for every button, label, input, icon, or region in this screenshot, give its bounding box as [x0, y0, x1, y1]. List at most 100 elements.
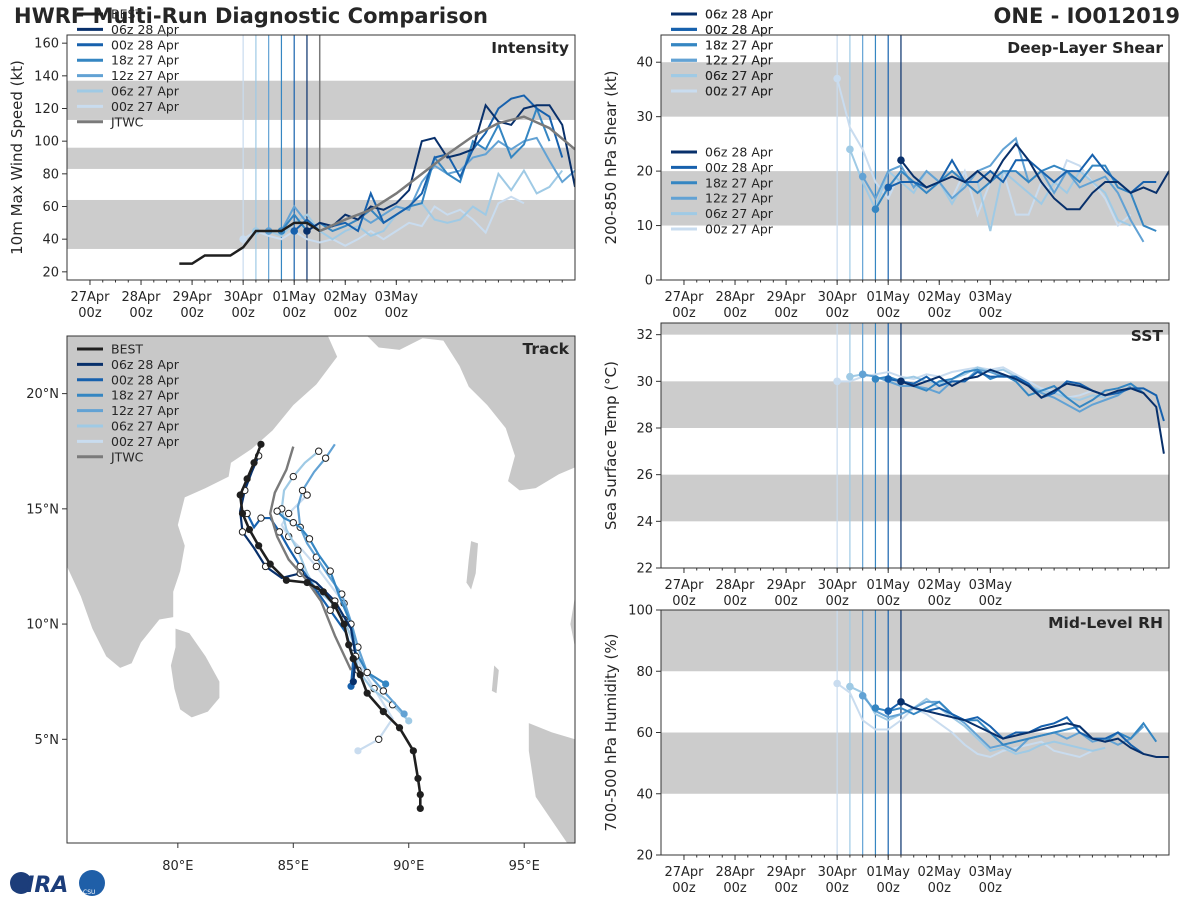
shear-series-line	[848, 148, 1132, 232]
sumatra-landmass	[528, 723, 575, 843]
shear-xtick-hour: 00z	[774, 306, 798, 321]
track-ytick-label: 20°N	[26, 387, 59, 402]
rh-xtick-day: 01May	[866, 865, 910, 880]
intensity-xtick-day: 28Apr	[122, 290, 162, 305]
sst-xtick-hour: 00z	[774, 594, 798, 609]
shear-xtick-day: 27Apr	[664, 290, 704, 305]
rh-xtick-hour: 00z	[877, 881, 901, 896]
track-forecast-point	[294, 546, 302, 555]
track-panel-title: Track	[523, 340, 570, 358]
cira-logo: CIRA CSU	[6, 868, 106, 898]
rh-ylabel: 700-500 hPa Humidity (%)	[602, 633, 620, 831]
track-ytick-label: 15°N	[26, 502, 59, 517]
rh-ytick-label: 40	[636, 787, 653, 802]
rh-series-start-point	[884, 707, 892, 715]
storm-id: ONE - IO012019	[993, 4, 1180, 28]
sst-xtick-day: 27Apr	[664, 578, 704, 593]
intensity-xtick-hour: 00z	[180, 306, 204, 321]
rh-ytick-label: 20	[636, 849, 653, 864]
sst-series-start-point	[884, 375, 892, 383]
best-track-point	[303, 578, 311, 587]
shear-band	[661, 62, 1169, 117]
shear-xtick-hour: 00z	[979, 306, 1003, 321]
shear-xtick-hour: 00z	[877, 306, 901, 321]
rh-xtick-hour: 00z	[672, 881, 696, 896]
best-track-point	[414, 774, 422, 783]
shear-xtick-hour: 00z	[825, 306, 849, 321]
intensity-ytick-label: 80	[42, 167, 59, 182]
shear-panel-title: Deep-Layer Shear	[1007, 39, 1163, 57]
sst-xtick-day: 29Apr	[767, 578, 807, 593]
sst-ylabel: Sea Surface Temp (°C)	[602, 361, 620, 530]
track-forecast-line	[280, 494, 394, 752]
rh-series-start-point	[871, 704, 880, 712]
track-xtick-label: 80°E	[162, 859, 193, 874]
track-legend-label: 18z 27 Apr	[111, 388, 180, 403]
rh-xtick-hour: 00z	[979, 881, 1003, 896]
jtwc-track-line	[268, 446, 353, 671]
sri-lanka-landmass	[170, 628, 220, 718]
sst-legend-label: 18z 27 Apr	[705, 37, 774, 52]
shear-ytick-label: 10	[636, 219, 653, 234]
malay-peninsula	[570, 596, 575, 648]
shear-ytick-label: 30	[636, 110, 653, 125]
rh-xtick-day: 27Apr	[664, 865, 704, 880]
sst-series-start-point	[897, 377, 905, 386]
intensity-legend-label: 06z 27 Apr	[111, 84, 180, 99]
sst-ytick-label: 28	[636, 422, 653, 437]
intensity-legend-label: JTWC	[110, 114, 144, 129]
shear-xtick-hour: 00z	[928, 306, 952, 321]
track-ytick-label: 5°N	[35, 733, 60, 748]
intensity-series-start-point	[239, 235, 247, 243]
rh-ytick-label: 60	[636, 726, 653, 741]
best-track-point	[250, 459, 258, 467]
intensity-xtick-day: 29Apr	[173, 290, 213, 305]
sst-legend-label: 00z 28 Apr	[705, 22, 774, 37]
intensity-series-start-point	[303, 227, 311, 235]
track-forecast-line	[280, 450, 410, 722]
rh-legend-label: 00z 28 Apr	[705, 160, 774, 175]
sst-xtick-day: 03May	[969, 578, 1013, 593]
shear-legend-label: 00z 28 Apr	[705, 22, 774, 37]
rh-xtick-day: 02May	[918, 865, 962, 880]
best-track-point	[340, 620, 348, 628]
rh-xtick-hour: 00z	[928, 881, 952, 896]
best-track-point	[409, 747, 417, 755]
best-track-point	[331, 602, 339, 610]
rh-panel-title: Mid-Level RH	[1048, 614, 1163, 632]
rh-legend-label: 18z 27 Apr	[705, 175, 774, 190]
best-track-point	[345, 641, 353, 649]
track-forecast-point	[314, 447, 323, 455]
intensity-xtick-day: 27Apr	[70, 290, 110, 305]
track-legend-label: 12z 27 Apr	[111, 403, 180, 418]
intensity-legend-label: 00z 28 Apr	[111, 37, 180, 52]
track-forecast-point	[289, 472, 297, 481]
sst-ytick-label: 32	[636, 328, 653, 343]
track-plot-area	[67, 336, 575, 843]
track-forecast-start	[382, 680, 390, 688]
shear-series-start-point	[884, 183, 892, 192]
intensity-xtick-day: 03May	[375, 290, 419, 305]
india-landmass	[67, 336, 338, 668]
jtwc-forecast-line	[319, 115, 575, 233]
best-track-point	[356, 671, 364, 679]
intensity-xtick-hour: 00z	[334, 306, 358, 321]
shear-xtick-day: 28Apr	[716, 290, 756, 305]
intensity-legend-label: 06z 28 Apr	[111, 22, 180, 37]
andaman-islands	[466, 541, 479, 590]
rh-series-start-point	[846, 682, 854, 691]
shear-xtick-hour: 00z	[723, 306, 747, 321]
rh-legend-label: 06z 28 Apr	[705, 145, 774, 160]
track-forecast-point	[273, 507, 281, 515]
intensity-plot-area	[67, 35, 575, 280]
rh-xtick-day: 28Apr	[716, 865, 756, 880]
sst-xtick-hour: 00z	[723, 594, 747, 609]
track-forecast-start	[354, 747, 362, 755]
sst-legend-label: 00z 27 Apr	[705, 84, 774, 99]
intensity-series-line	[293, 94, 564, 233]
best-track-point	[236, 491, 244, 499]
best-track-point	[282, 576, 290, 584]
sst-xtick-day: 30Apr	[818, 578, 858, 593]
intensity-ytick-label: 100	[34, 135, 59, 150]
sst-series-start-point	[833, 377, 841, 386]
